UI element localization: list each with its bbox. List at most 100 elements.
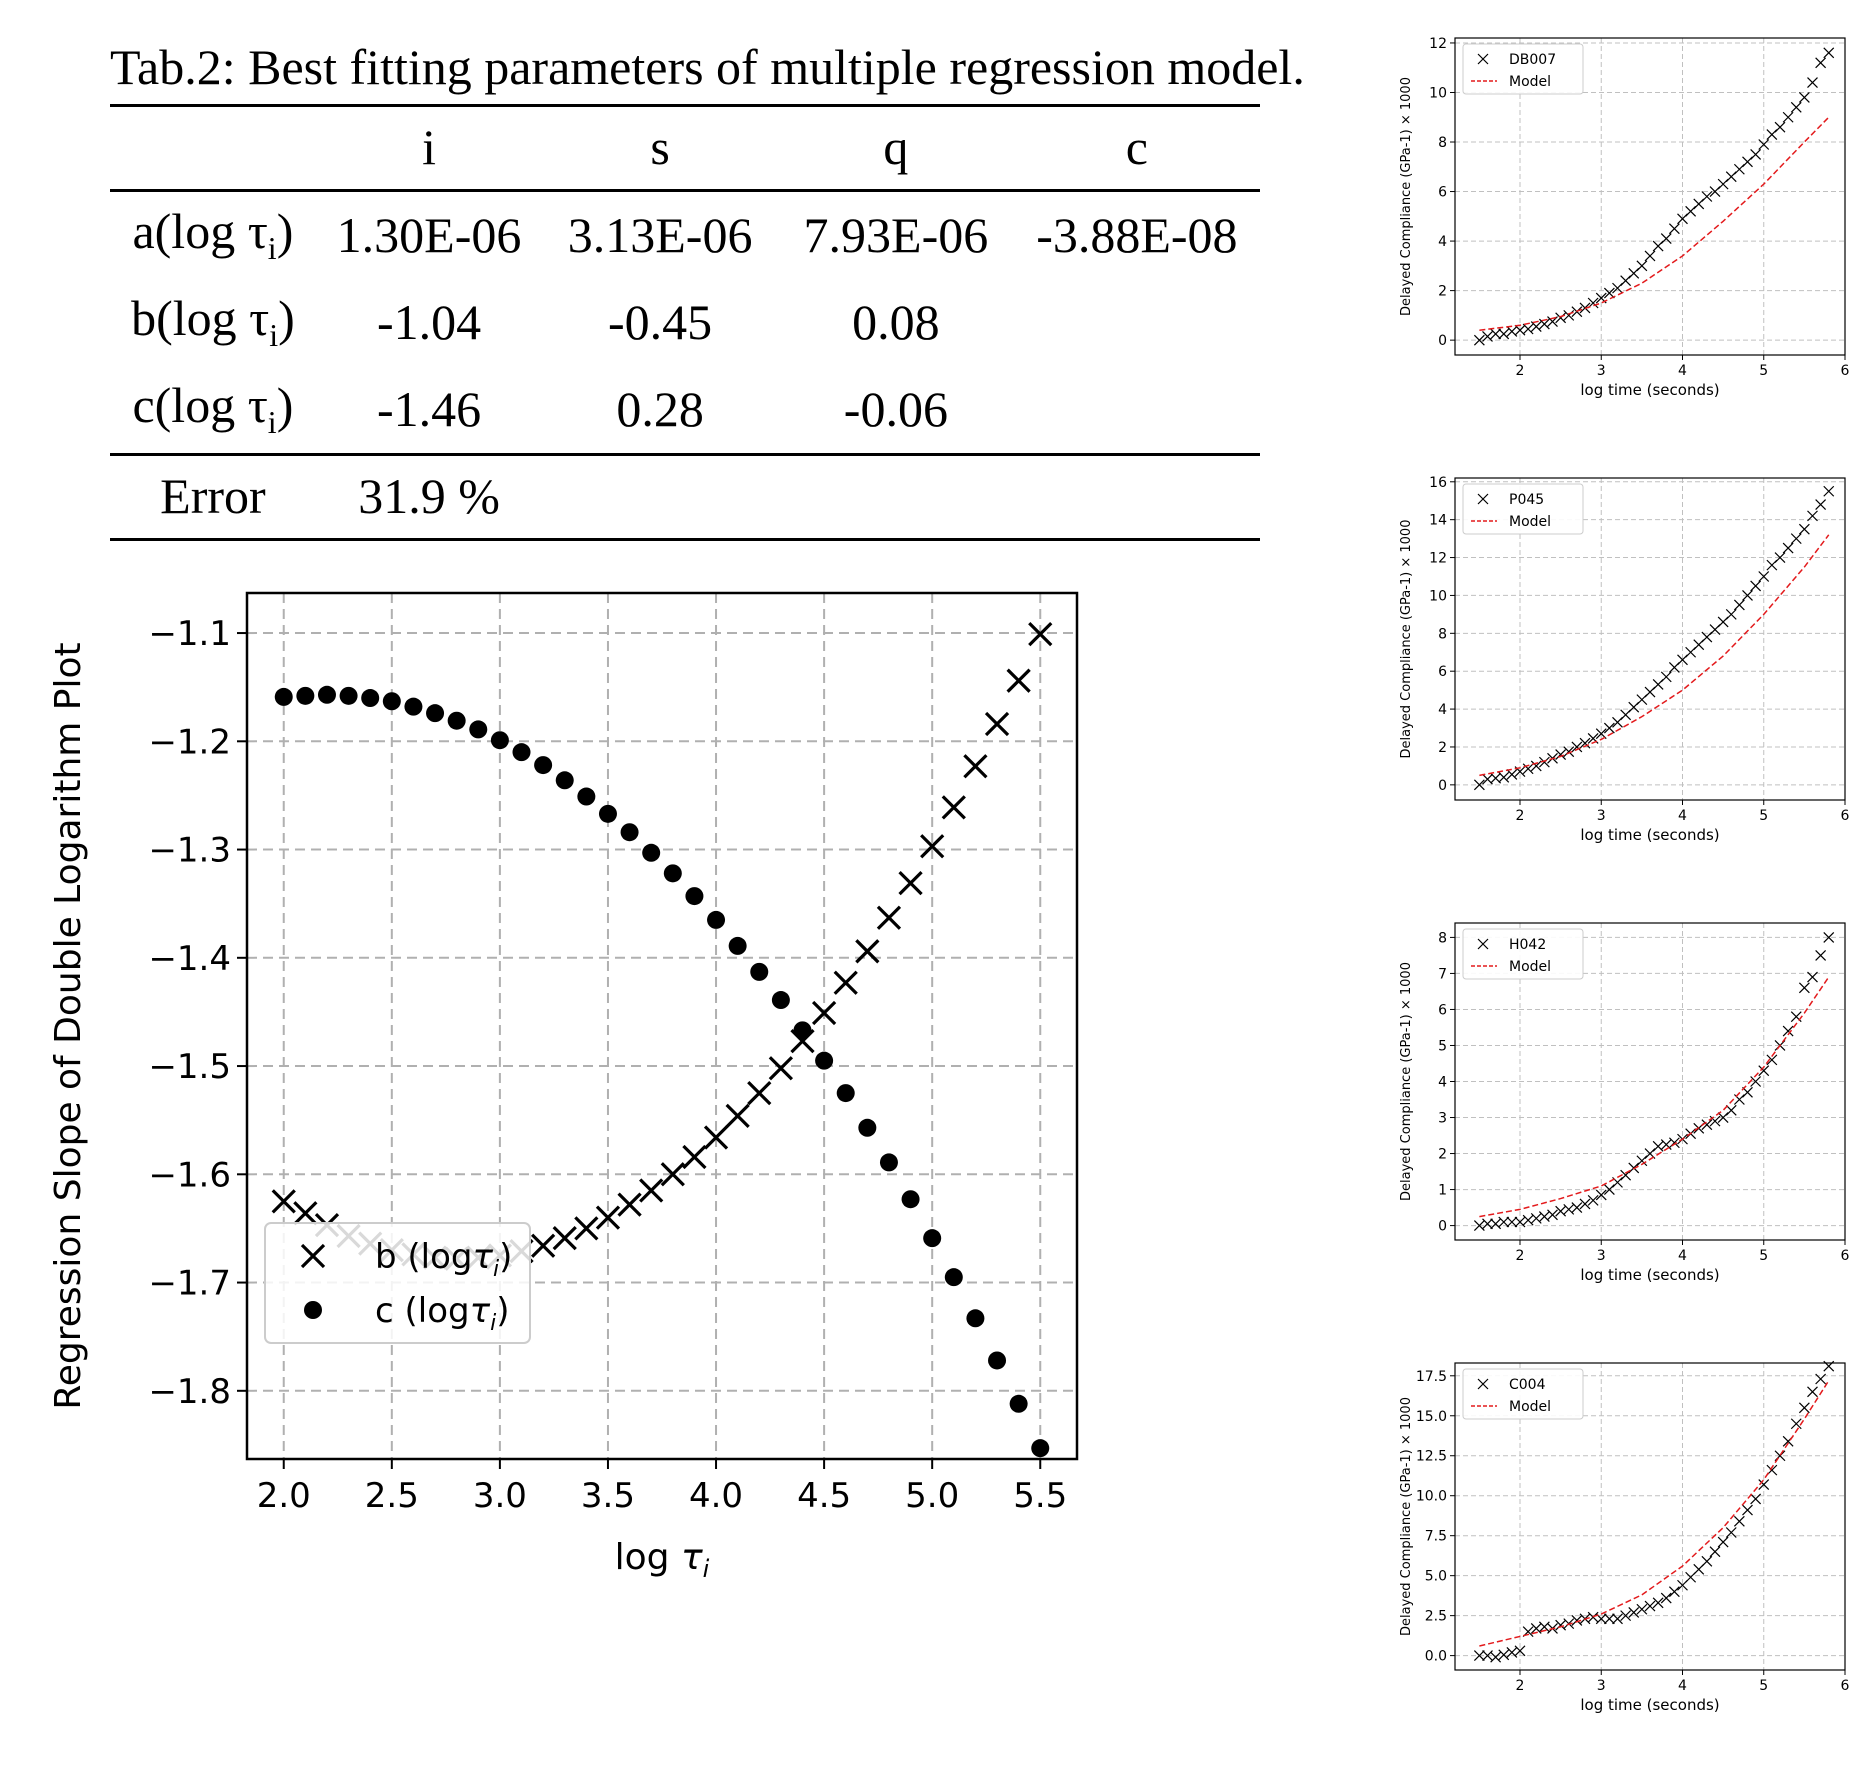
- measured-point: [1725, 1104, 1737, 1116]
- y-axis-label: Delayed Compliance (GPa-1) × 1000: [1399, 1397, 1414, 1636]
- table-cell: [1014, 366, 1260, 455]
- y-axis-label: Delayed Compliance (GPa-1) × 1000: [1399, 962, 1414, 1201]
- y-tick-label: 2.5: [1425, 1609, 1447, 1625]
- measured-point: [1603, 722, 1615, 734]
- b-series-point: [530, 1233, 556, 1258]
- b-series-point: [552, 1226, 577, 1251]
- legend-label-main: c (log: [375, 1291, 470, 1331]
- y-tick-label: 3: [1438, 1111, 1447, 1127]
- y-tick-label: 0: [1438, 333, 1447, 349]
- x-axis-label: log time (seconds): [1580, 381, 1719, 399]
- y-tick-label: 6: [1438, 1002, 1447, 1018]
- measured-point: [1595, 1189, 1607, 1201]
- measured-point: [1636, 260, 1648, 272]
- parameter-table-block: Tab.2: Best fitting parameters of multip…: [110, 38, 1305, 541]
- c-series-point: [447, 711, 466, 730]
- measured-point: [1790, 1418, 1802, 1430]
- c-series-point: [534, 756, 553, 775]
- measured-point: [1815, 57, 1827, 69]
- row-label: c(log τi): [132, 377, 294, 440]
- table-cell: 7.93E-06: [803, 206, 989, 263]
- legend-label-subscript: i: [490, 1311, 496, 1336]
- b-series-point: [725, 1103, 750, 1128]
- measured-point: [1733, 599, 1745, 611]
- plot-frame: [1454, 477, 1846, 801]
- y-axis-label: Regression Slope of Double Logarithm Plo…: [48, 642, 89, 1409]
- measured-point: [1628, 1607, 1640, 1618]
- measured-point: [1807, 77, 1818, 89]
- b-series-point: [855, 939, 880, 964]
- measured-point: [1563, 309, 1575, 321]
- table-row: c(log τi) -1.46 0.28 -0.06: [110, 366, 1260, 455]
- c-series-point: [988, 1351, 1007, 1370]
- measured-point: [1790, 101, 1802, 113]
- y-tick-label: 4: [1438, 1075, 1447, 1091]
- measured-point: [1701, 1119, 1713, 1131]
- table-cell: [1014, 279, 1260, 366]
- measured-point: [1807, 971, 1818, 983]
- measured-point: [1823, 47, 1835, 59]
- x-tick-label: 6: [1841, 1248, 1850, 1264]
- c-series-point: [512, 743, 531, 762]
- measured-point: [1823, 485, 1835, 497]
- legend-marker-x: [1477, 1378, 1489, 1390]
- measured-point: [1758, 571, 1770, 582]
- y-tick-label: 10: [1429, 85, 1447, 101]
- y-tick-label: 5.0: [1425, 1569, 1447, 1585]
- measured-point: [1506, 1216, 1518, 1228]
- y-tick-label: 1: [1438, 1183, 1447, 1199]
- c-series-point: [750, 962, 769, 981]
- measured-point: [1571, 741, 1583, 753]
- x-tick-label: 2.5: [365, 1476, 419, 1516]
- x-tick-label: 6: [1841, 363, 1850, 379]
- table-cell: -0.45: [608, 293, 713, 350]
- legend-label: Model: [1509, 74, 1551, 90]
- x-tick-label: 3: [1597, 1248, 1606, 1264]
- c-series-point: [663, 864, 682, 883]
- measured-point: [1498, 1216, 1510, 1228]
- c-series-point: [836, 1084, 855, 1103]
- x-tick-label: 3.5: [581, 1476, 635, 1516]
- measured-point: [1660, 1592, 1672, 1604]
- measured-point: [1514, 1645, 1526, 1657]
- measured-point: [1750, 580, 1762, 592]
- measured-point: [1603, 1184, 1615, 1195]
- legend-label: Model: [1509, 514, 1551, 530]
- table-header-cell: [110, 106, 316, 191]
- y-tick-label: 8: [1438, 930, 1447, 946]
- legend-box: [264, 1222, 531, 1344]
- y-tick-label: 5: [1438, 1038, 1447, 1054]
- c-series-point: [1031, 1439, 1050, 1458]
- y-tick-label: 2: [1438, 284, 1447, 300]
- b-series-point: [271, 1189, 296, 1214]
- y-axis-label: Delayed Compliance (GPa-1) × 1000: [1399, 520, 1414, 759]
- b-series-point: [639, 1178, 664, 1203]
- measured-point: [1473, 334, 1485, 346]
- c-series-point: [361, 689, 380, 708]
- measured-point: [1717, 1536, 1729, 1548]
- measured-point: [1766, 1054, 1778, 1066]
- y-tick-label: −1.6: [148, 1155, 231, 1195]
- measured-point: [1563, 746, 1575, 758]
- c-series-point: [577, 787, 596, 806]
- y-tick-label: 8: [1438, 626, 1447, 642]
- b-series-point: [1006, 668, 1031, 693]
- side-charts-column: 2 3 4 5 6 0 2 4 6 8 10 12 log time (seconds) Delayed …: [1395, 30, 1871, 1785]
- parameters-table: i s q c a(log τi) 1.30E-06 3.13E-06 7.93…: [110, 104, 1260, 541]
- c-series-point: [490, 731, 509, 750]
- c-series-point: [728, 936, 747, 955]
- table-cell: 0.08: [852, 293, 940, 350]
- legend-label: P045: [1509, 492, 1544, 508]
- measured-point: [1807, 510, 1818, 522]
- c-series-point: [879, 1153, 898, 1172]
- measured-point: [1774, 552, 1786, 563]
- measured-point: [1742, 590, 1753, 601]
- table-cell: -0.06: [843, 380, 948, 437]
- legend-label-main: b (log: [375, 1237, 472, 1277]
- table-cell: -1.46: [376, 380, 482, 437]
- model-curve: [1479, 534, 1830, 777]
- measured-point: [1758, 139, 1770, 150]
- b-series-point: [293, 1201, 318, 1226]
- y-tick-label: 2: [1438, 1147, 1447, 1163]
- c-series-point: [382, 692, 401, 711]
